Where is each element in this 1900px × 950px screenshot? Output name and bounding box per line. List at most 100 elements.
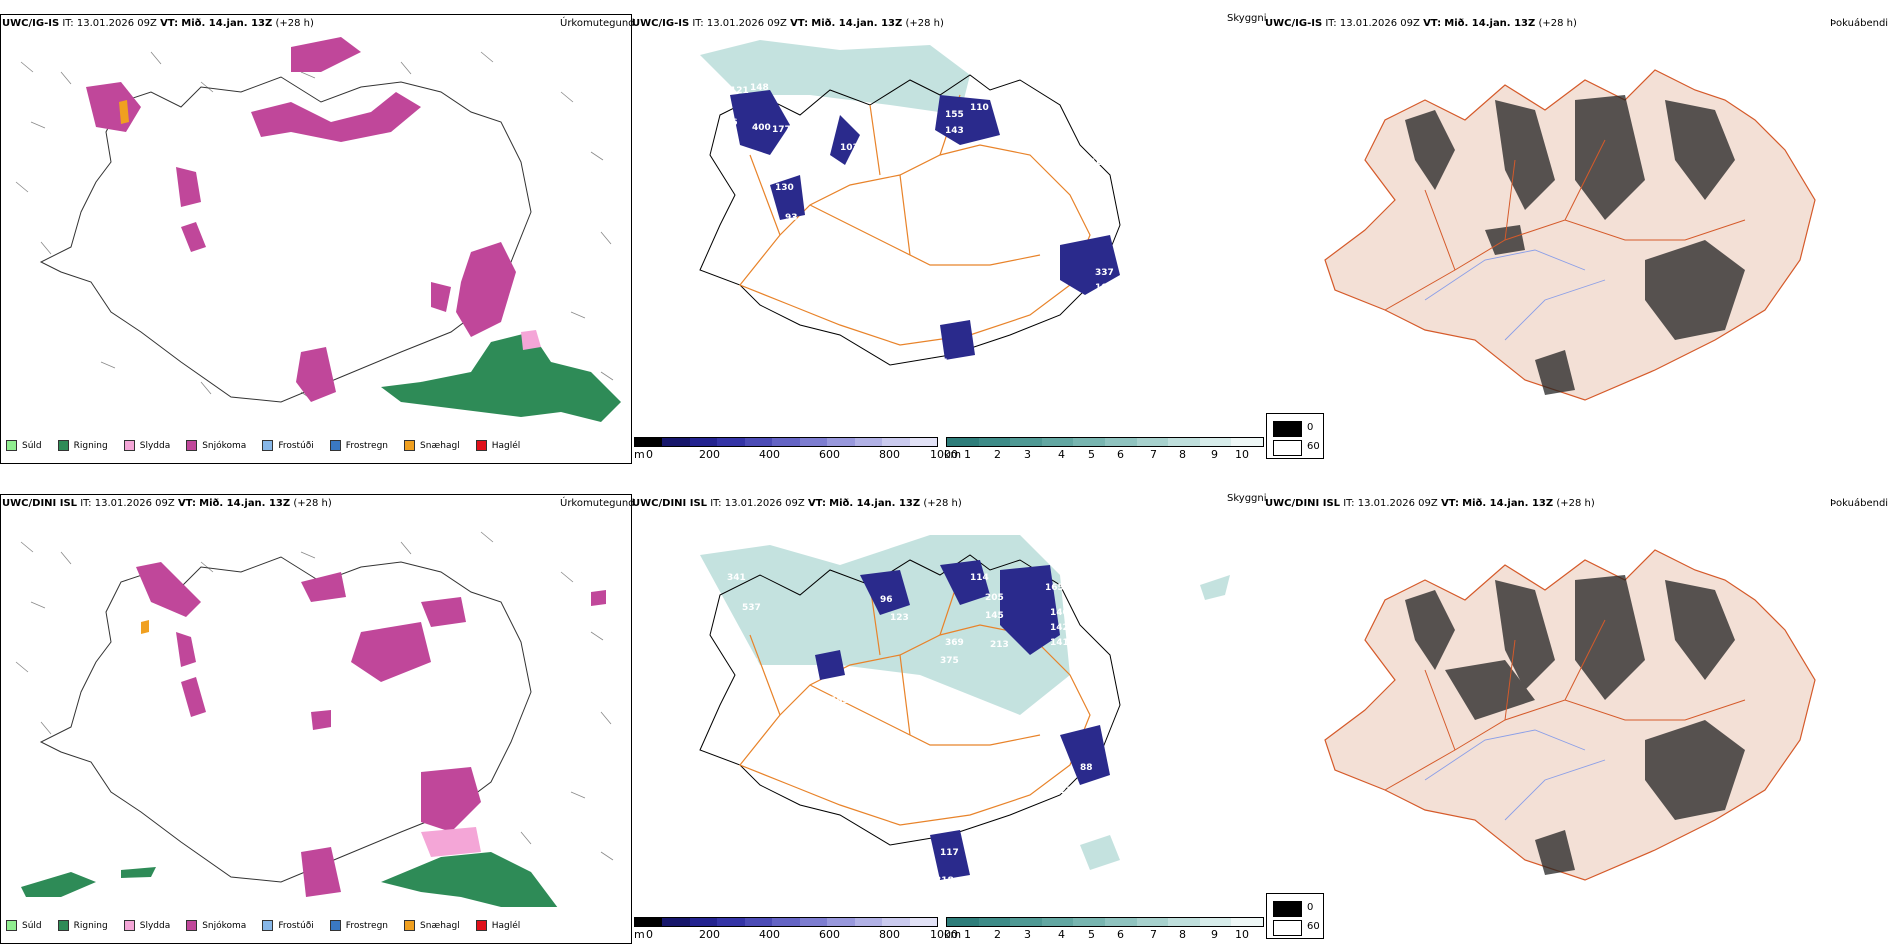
colorbar-segment [799,918,828,926]
svg-text:142: 142 [1050,623,1069,633]
svg-text:123: 123 [890,613,909,623]
svg-text:169: 169 [1015,283,1034,293]
legend-swatch-hail [475,920,487,931]
row2-cloud-base-ticks: m 0 200 400 600 800 1000 [634,928,958,941]
legend-item: Rigning [57,920,108,931]
colorbar-segment [1041,918,1074,926]
legend-item: Slydda [123,920,170,931]
svg-text:311: 311 [1060,813,1079,823]
svg-text:83: 83 [1060,338,1073,348]
fog-swatch-white [1273,920,1302,936]
legend-swatch-rain [57,920,69,931]
row1-header-right: UWC/IG-IS IT: 13.01.2026 09Z VT: Mið. 14… [1265,18,1577,29]
colorbar-segment [854,918,883,926]
colorbar-segment [1168,918,1200,926]
legend-swatch-freezing-drizzle [262,440,274,451]
row1-valid-time: Mið. 14.jan. 13Z [181,18,273,29]
colorbar-segment [827,918,855,926]
fog-label-0: 0 [1307,422,1314,433]
row2-visibility-colorbar [946,917,1264,927]
row2-visibility-values: 341 537 635 154 79 553 91 122 96 123 114… [723,573,1093,886]
row1-panel2-title: Skyggni [1227,13,1267,24]
svg-text:175: 175 [1062,83,1081,93]
legend-item: Súld [6,920,42,931]
svg-text:93: 93 [785,213,798,223]
legend-swatch-drizzle [6,440,17,451]
row2-init-time: IT: 13.01.2026 09Z [80,498,175,509]
row1-fog-map [1324,69,1816,401]
svg-text:187: 187 [940,388,959,398]
row2-valid-time: Mið. 14.jan. 13Z [199,498,291,509]
legend-swatch-snow [186,920,198,931]
graupel-area [119,100,129,124]
svg-text:145: 145 [985,611,1004,621]
low-cloud-base-areas [730,90,1120,360]
row1-visibility-values: 121 148 16 400 177 103 155 143 110 25 17… [725,83,1114,398]
colorbar-segment [689,918,718,926]
iceland-outline [39,76,532,403]
colorbar-segment [635,918,663,926]
legend-item: Frostregn [329,440,388,451]
svg-text:148: 148 [750,83,769,93]
colorbar-segment [882,438,910,446]
svg-text:537: 537 [742,603,761,613]
row2-model: UWC/DINI ISL [2,498,78,509]
colorbar-segment [978,438,1011,446]
row1-cloud-base-colorbar [634,437,938,447]
svg-text:130: 130 [775,183,794,193]
wind-barbs [15,531,614,861]
row1-visibility-colorbar [946,437,1264,447]
colorbar-segment [947,918,979,926]
colorbar-segment [1168,438,1200,446]
sleet-area [421,827,481,857]
rain-areas [381,332,621,422]
svg-text:113: 113 [1085,308,1104,318]
legend-swatch-freezing-rain [329,440,341,451]
fog-label-60: 60 [1307,921,1320,932]
svg-text:103: 103 [840,143,859,153]
fog-dark-areas [1405,575,1745,875]
row2-header-right: UWC/DINI ISL IT: 13.01.2026 09Z VT: Mið.… [1265,498,1595,509]
legend-item: Frostregn [329,920,388,931]
colorbar-segment [1231,438,1263,446]
colorbar-segment [1104,918,1137,926]
colorbar-segment [1041,438,1074,446]
legend-swatch-drizzle [6,920,17,931]
row2-panel3-title: Þokuábendi [1830,498,1889,509]
row2-panel1-title: Úrkomutegund [560,498,635,509]
row1-precip-map [15,37,621,422]
colorbar-segment [909,438,937,446]
colorbar-segment [909,918,937,926]
legend-item: Snæhagl [404,440,460,451]
colorbar-segment [1104,438,1137,446]
snow-areas [136,562,606,897]
svg-text:18: 18 [740,233,753,243]
colorbar-segment [1010,438,1042,446]
legend-swatch-hail [475,440,487,451]
row1-visibility-ticks: km 1 2 3 4 5 6 7 8 9 10 [944,448,1249,461]
colorbar-segment [744,918,773,926]
row1-init-time: IT: 13.01.2026 09Z [62,18,157,29]
legend-item: Haglél [475,440,520,451]
colorbar-segment [1136,918,1169,926]
svg-text:162: 162 [1090,158,1109,168]
legend-swatch-freezing-rain [329,920,341,931]
colorbar-segment [689,438,718,446]
legend-swatch-freezing-drizzle [262,920,274,931]
fog-swatch-black [1273,901,1302,917]
legend-swatch-sleet [123,440,135,451]
row1-header-left: UWC/IG-IS IT: 13.01.2026 09Z VT: Mið. 14… [2,18,314,30]
colorbar-segment [635,438,663,446]
fog-label-0: 0 [1307,902,1314,913]
row2-cloud-base-colorbar [634,917,938,927]
fog-swatch-black [1273,421,1302,437]
svg-text:143: 143 [945,126,964,136]
colorbar-segment [1010,918,1042,926]
sleet-area [521,330,541,350]
svg-text:110: 110 [970,103,989,113]
svg-text:154: 154 [740,658,759,668]
colorbar-segment [978,918,1011,926]
colorbar-segment [882,918,910,926]
svg-text:165: 165 [1045,583,1064,593]
row2-header-mid: UWC/DINI ISL IT: 13.01.2026 09Z VT: Mið.… [632,498,962,509]
